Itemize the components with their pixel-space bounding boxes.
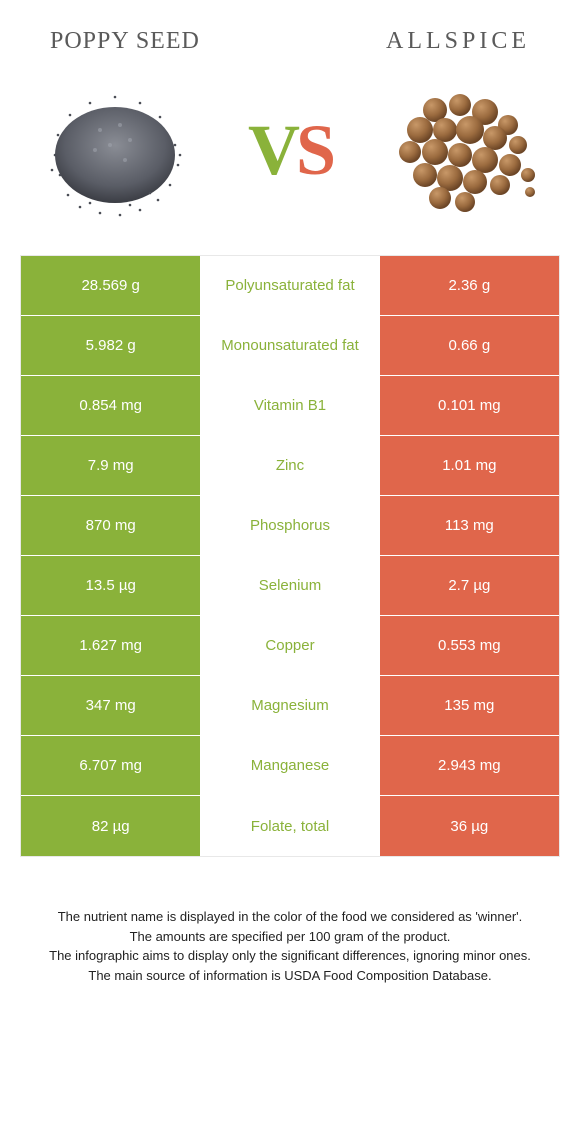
header: Poppy seed Allspice [0, 0, 580, 65]
left-value: 7.9 mg [21, 436, 200, 495]
nutrient-label: Phosphorus [200, 496, 379, 555]
table-row: 0.854 mgVitamin B10.101 mg [21, 376, 559, 436]
table-row: 870 mgPhosphorus113 mg [21, 496, 559, 556]
nutrient-table: 28.569 gPolyunsaturated fat2.36 g5.982 g… [20, 255, 560, 857]
table-row: 1.627 mgCopper0.553 mg [21, 616, 559, 676]
nutrient-label: Zinc [200, 436, 379, 495]
nutrient-label: Monounsaturated fat [200, 316, 379, 375]
poppy-seed-image [40, 75, 190, 225]
footnote-line: The main source of information is USDA F… [40, 966, 540, 986]
left-value: 82 µg [21, 796, 200, 856]
table-row: 82 µgFolate, total36 µg [21, 796, 559, 856]
table-row: 347 mgMagnesium135 mg [21, 676, 559, 736]
hero-row: VS [0, 65, 580, 255]
nutrient-label: Manganese [200, 736, 379, 795]
table-row: 13.5 µgSelenium2.7 µg [21, 556, 559, 616]
left-value: 870 mg [21, 496, 200, 555]
footnote-line: The infographic aims to display only the… [40, 946, 540, 966]
right-value: 2.7 µg [380, 556, 559, 615]
nutrient-label: Selenium [200, 556, 379, 615]
nutrient-label: Folate, total [200, 796, 379, 856]
allspice-image [390, 75, 540, 225]
right-value: 113 mg [380, 496, 559, 555]
left-value: 5.982 g [21, 316, 200, 375]
right-value: 0.66 g [380, 316, 559, 375]
right-value: 2.943 mg [380, 736, 559, 795]
right-value: 135 mg [380, 676, 559, 735]
table-row: 5.982 gMonounsaturated fat0.66 g [21, 316, 559, 376]
nutrient-label: Polyunsaturated fat [200, 256, 379, 315]
right-value: 0.101 mg [380, 376, 559, 435]
right-food-title: Allspice [386, 28, 530, 55]
right-value: 2.36 g [380, 256, 559, 315]
left-value: 347 mg [21, 676, 200, 735]
left-value: 28.569 g [21, 256, 200, 315]
footnote-line: The amounts are specified per 100 gram o… [40, 927, 540, 947]
nutrient-label: Copper [200, 616, 379, 675]
right-value: 1.01 mg [380, 436, 559, 495]
left-value: 13.5 µg [21, 556, 200, 615]
nutrient-label: Vitamin B1 [200, 376, 379, 435]
left-food-title: Poppy seed [50, 28, 200, 55]
table-row: 6.707 mgManganese2.943 mg [21, 736, 559, 796]
vs-label: VS [248, 109, 332, 192]
vs-s: S [296, 110, 332, 190]
nutrient-label: Magnesium [200, 676, 379, 735]
table-row: 28.569 gPolyunsaturated fat2.36 g [21, 256, 559, 316]
right-value: 36 µg [380, 796, 559, 856]
vs-v: V [248, 110, 296, 190]
right-value: 0.553 mg [380, 616, 559, 675]
footnote: The nutrient name is displayed in the co… [0, 857, 580, 1005]
table-row: 7.9 mgZinc1.01 mg [21, 436, 559, 496]
footnote-line: The nutrient name is displayed in the co… [40, 907, 540, 927]
left-value: 6.707 mg [21, 736, 200, 795]
left-value: 1.627 mg [21, 616, 200, 675]
left-value: 0.854 mg [21, 376, 200, 435]
